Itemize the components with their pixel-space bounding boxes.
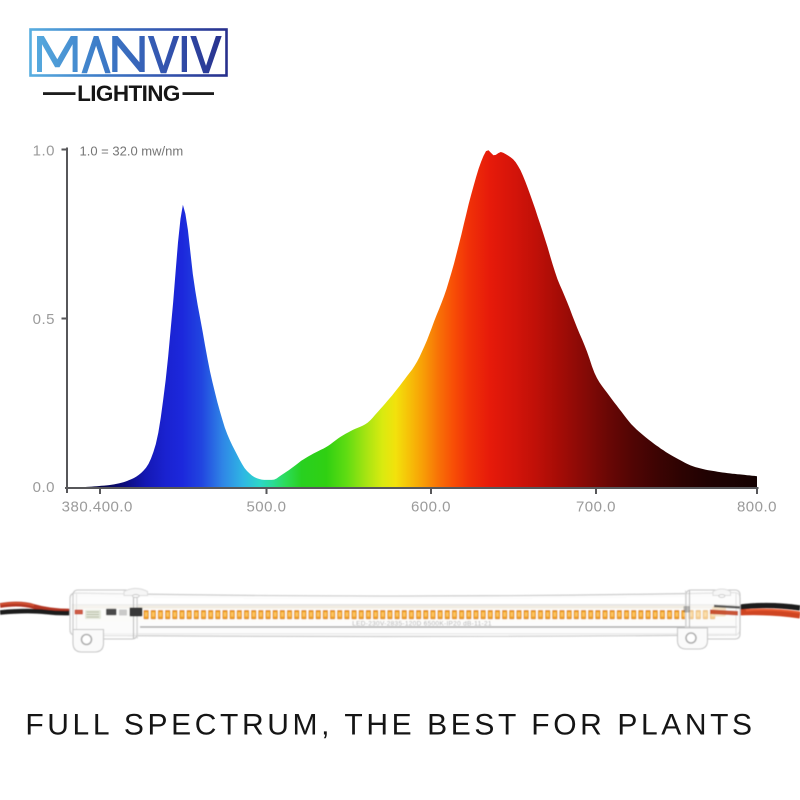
svg-text:600.0: 600.0: [411, 499, 451, 516]
svg-text:0.5: 0.5: [33, 311, 55, 328]
svg-text:LIGHTING: LIGHTING: [77, 81, 180, 106]
svg-text:1.0: 1.0: [33, 142, 55, 159]
svg-text:500.0: 500.0: [246, 499, 286, 516]
svg-text:800.0: 800.0: [737, 499, 777, 516]
svg-text:FULL SPECTRUM, THE BEST FOR PL: FULL SPECTRUM, THE BEST FOR PLANTS: [25, 709, 755, 742]
svg-text:0.0: 0.0: [33, 479, 55, 496]
svg-text:700.0: 700.0: [576, 499, 616, 516]
svg-text:LED-230V-2835-120D 6500K-IP20: LED-230V-2835-120D 6500K-IP20 dB-11-21: [352, 621, 492, 628]
svg-text:380.400.0: 380.400.0: [62, 499, 133, 516]
svg-text:1.0 = 32.0 mw/nm: 1.0 = 32.0 mw/nm: [80, 144, 184, 159]
